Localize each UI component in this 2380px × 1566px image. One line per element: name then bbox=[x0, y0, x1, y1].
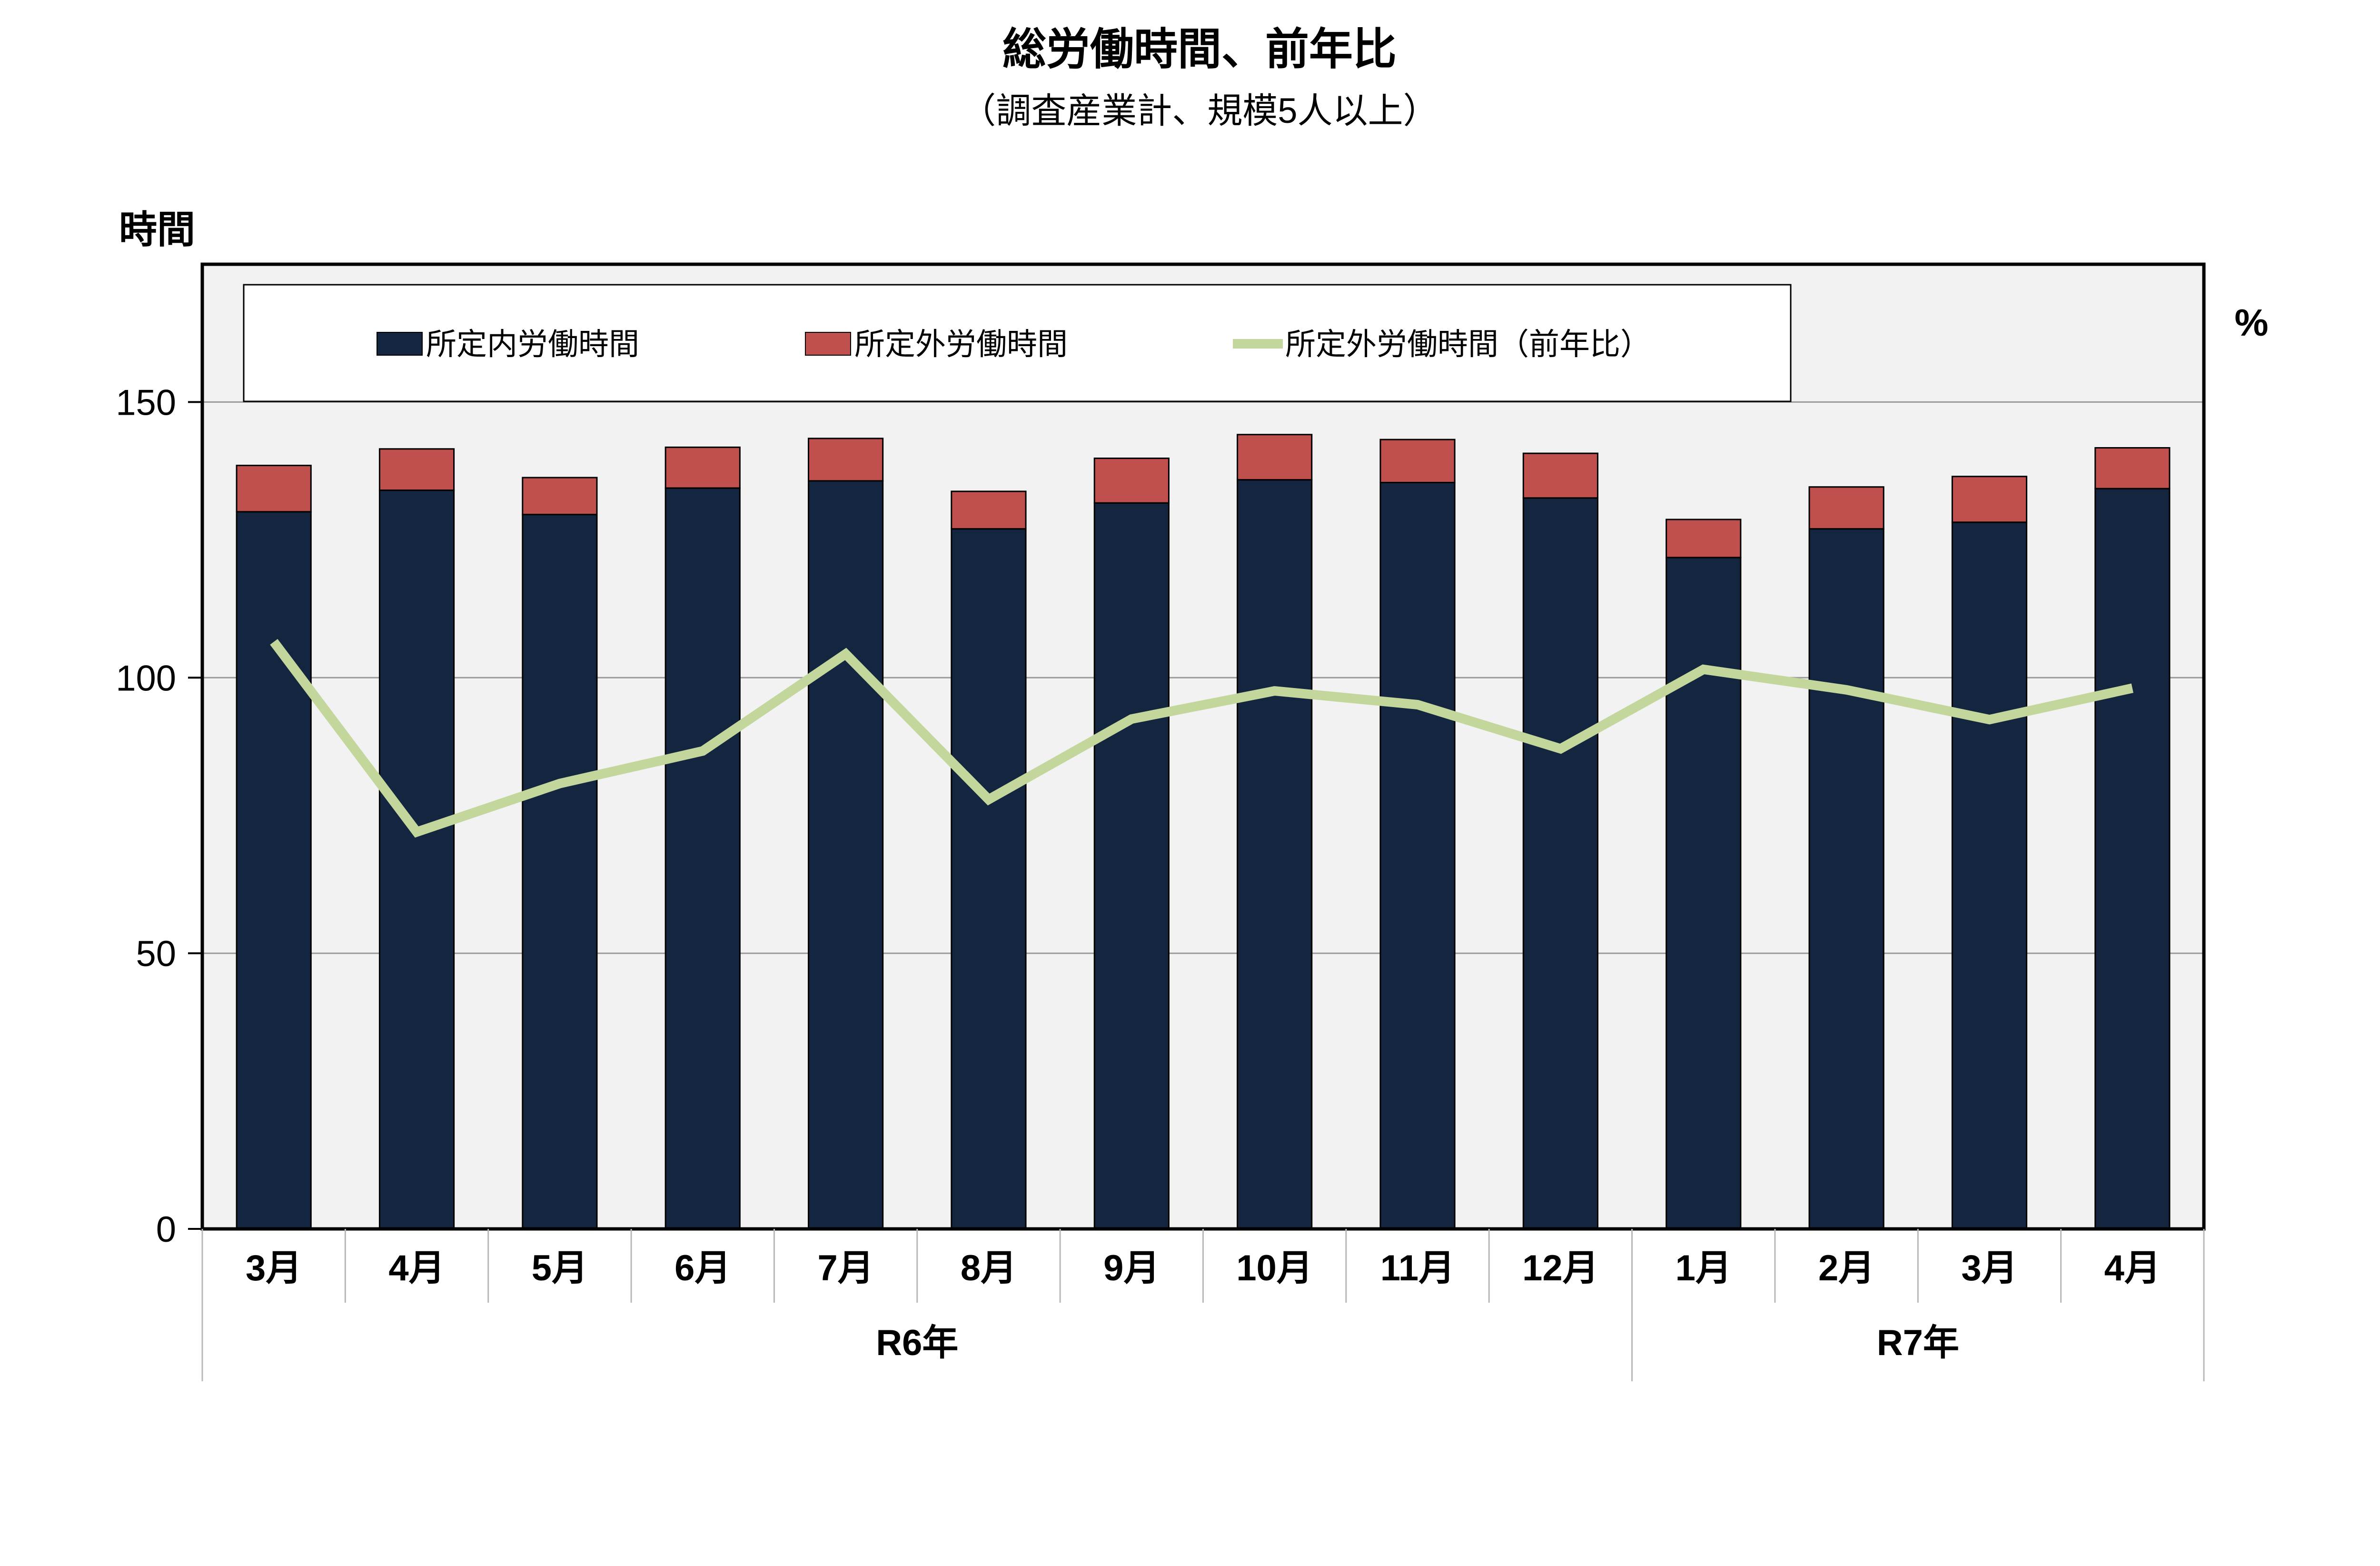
x-tick-label: 2月 bbox=[1818, 1248, 1874, 1288]
bar-scheduled bbox=[808, 480, 884, 1230]
x-tick-label: 8月 bbox=[961, 1248, 1017, 1288]
x-tick-label: 12月 bbox=[1522, 1248, 1599, 1288]
legend-label-overtime-ratio: 所定外労働時間（前年比） bbox=[1285, 327, 1651, 361]
y-tick-label: 100 bbox=[116, 658, 176, 698]
bar-scheduled bbox=[1951, 521, 2028, 1230]
y-tick-label: 50 bbox=[136, 934, 176, 974]
x-tick-label: 4月 bbox=[388, 1248, 445, 1288]
legend: 所定内労働時間 所定外労働時間 所定外労働時間（前年比） bbox=[243, 284, 1792, 402]
x-tick-label: 5月 bbox=[532, 1248, 588, 1288]
bar-overtime bbox=[664, 446, 741, 489]
bar-overtime bbox=[1951, 476, 2028, 523]
bars bbox=[236, 434, 2171, 1230]
bar-scheduled bbox=[522, 514, 598, 1230]
x-tick-label: 9月 bbox=[1103, 1248, 1160, 1288]
bar-overtime bbox=[2094, 447, 2171, 489]
bar-overtime bbox=[1379, 439, 1456, 483]
x-tick-label: 4月 bbox=[2104, 1248, 2161, 1288]
x-axis: 3月 4月 5月 6月 7月 8月 9月 10月 11月 12月 1月 2月 3月 4月 R6年 R7年 bbox=[201, 1229, 2205, 1381]
legend-label-scheduled: 所定内労働時間 bbox=[426, 327, 639, 361]
x-tick-label: 11月 bbox=[1380, 1248, 1455, 1288]
bar-overtime bbox=[1522, 452, 1598, 499]
bar-overtime bbox=[1808, 486, 1884, 530]
x-tick-label: 3月 bbox=[1961, 1248, 2017, 1288]
chart-subtitle: （調査産業計、規模5人以上） bbox=[961, 91, 1438, 130]
y2-axis-label: % bbox=[2234, 301, 2268, 344]
legend-swatch-overtime bbox=[805, 332, 851, 356]
y-axis-label: 時間 bbox=[119, 209, 195, 251]
legend-label-overtime: 所定外労働時間 bbox=[854, 327, 1068, 361]
plot-area bbox=[202, 264, 2204, 1229]
x-tick-label: 3月 bbox=[246, 1248, 302, 1288]
bar-scheduled bbox=[1666, 557, 1742, 1230]
x-tick-label: 6月 bbox=[674, 1248, 731, 1288]
x-group-label: R7年 bbox=[1877, 1323, 1959, 1363]
bar-overtime bbox=[522, 477, 598, 516]
bar-scheduled bbox=[236, 511, 312, 1230]
bar-scheduled bbox=[1093, 502, 1170, 1230]
bar-scheduled bbox=[951, 528, 1027, 1230]
legend-swatch-scheduled bbox=[377, 332, 423, 356]
x-tick-label: 1月 bbox=[1676, 1248, 1732, 1288]
bar-overtime bbox=[1666, 519, 1742, 559]
y-tick-label: 150 bbox=[116, 382, 176, 423]
y-axis-ticks: 0 50 100 150 bbox=[116, 382, 202, 1250]
bar-scheduled bbox=[1808, 528, 1884, 1230]
x-tick-label: 7月 bbox=[817, 1248, 873, 1288]
bar-scheduled bbox=[2094, 488, 2171, 1230]
y-tick-label: 0 bbox=[156, 1209, 176, 1250]
legend-box bbox=[243, 284, 1792, 402]
bar-overtime bbox=[1237, 434, 1313, 481]
x-group-label: R6年 bbox=[876, 1323, 958, 1363]
bar-scheduled bbox=[378, 489, 455, 1230]
trend-line bbox=[270, 638, 2133, 838]
bar-scheduled bbox=[1379, 481, 1456, 1230]
bar-overtime bbox=[951, 490, 1027, 530]
bar-scheduled bbox=[1522, 497, 1598, 1230]
bar-scheduled bbox=[1237, 479, 1313, 1230]
line-overtime-ratio bbox=[270, 638, 2133, 838]
chart-title: 総労働時間、前年比 bbox=[1002, 25, 1397, 74]
x-tick-label: 10月 bbox=[1236, 1248, 1313, 1288]
bar-overtime bbox=[808, 438, 884, 482]
bar-overtime bbox=[1093, 458, 1170, 504]
bar-scheduled bbox=[664, 487, 741, 1230]
bar-overtime bbox=[378, 448, 455, 491]
bar-overtime bbox=[236, 465, 312, 513]
